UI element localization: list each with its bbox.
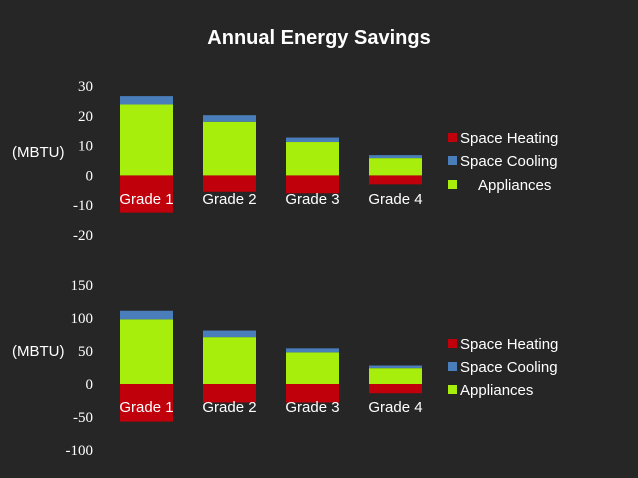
- chart1-bar-space-heating: [120, 175, 173, 213]
- chart1-y-axis-label: (MBTU): [12, 144, 65, 161]
- chart1-category-label: Grade 2: [202, 191, 256, 208]
- chart1-bar-space-heating: [286, 175, 339, 194]
- page-title: Annual Energy Savings: [207, 27, 431, 49]
- chart1-legend-swatch: [448, 156, 457, 165]
- chart1-bar-space-cooling: [203, 115, 256, 122]
- chart1-legend-swatch: [448, 180, 457, 189]
- chart2-category-label: Grade 1: [119, 399, 173, 416]
- chart2-bar-space-cooling: [369, 365, 422, 369]
- chart1-bar-appliances: [369, 158, 422, 176]
- chart2-category-label: Grade 4: [368, 399, 422, 416]
- chart1-ytick-label: -10: [73, 198, 93, 214]
- chart1-bar-appliances: [203, 121, 256, 176]
- chart1-bar-appliances: [286, 142, 339, 176]
- chart2-legend-label: Appliances: [460, 382, 533, 399]
- chart2-ytick-label: 50: [78, 344, 93, 360]
- chart2-legend-swatch: [448, 339, 457, 348]
- chart2-ytick-label: -50: [73, 410, 93, 426]
- chart1-bar-space-cooling: [286, 137, 339, 143]
- chart1-ytick-label: -20: [73, 228, 93, 244]
- chart2-bar-appliances: [203, 337, 256, 384]
- chart1-ytick-label: 10: [78, 139, 93, 155]
- chart1-bar-appliances: [120, 104, 173, 176]
- chart2-legend-label: Space Heating: [460, 336, 558, 353]
- chart2-bar-space-heating: [120, 384, 173, 422]
- chart2-legend-label: Space Cooling: [460, 359, 558, 376]
- chart2-category-label: Grade 3: [285, 399, 339, 416]
- chart2-bar-appliances: [286, 352, 339, 384]
- chart2-bar-appliances: [369, 368, 422, 384]
- chart2-bar-space-cooling: [203, 330, 256, 338]
- chart1-legend-swatch: [448, 133, 457, 142]
- chart2-category-label: Grade 2: [202, 399, 256, 416]
- chart1-bar-space-heating: [203, 175, 256, 192]
- chart2-legend-swatch: [448, 362, 457, 371]
- chart1-category-label: Grade 4: [368, 191, 422, 208]
- chart1-category-label: Grade 3: [285, 191, 339, 208]
- chart2-bar-appliances: [120, 319, 173, 384]
- chart1-category-label: Grade 1: [119, 191, 173, 208]
- chart1-bar-space-cooling: [369, 155, 422, 159]
- chart1-bar-space-heating: [369, 175, 422, 185]
- chart2-bar-space-cooling: [120, 310, 173, 320]
- chart1-legend-label: Space Heating: [460, 130, 558, 147]
- chart2-bar-space-heating: [203, 384, 256, 403]
- chart1-legend-label: Space Cooling: [460, 153, 558, 170]
- chart2-legend-swatch: [448, 385, 457, 394]
- chart2-ytick-label: 0: [86, 377, 94, 393]
- chart2-ytick-label: -100: [66, 443, 94, 459]
- chart2-bar-space-cooling: [286, 348, 339, 353]
- chart2-bar-space-heating: [369, 384, 422, 394]
- chart1-ytick-label: 0: [86, 168, 94, 184]
- chart1-legend-label: Appliances: [478, 177, 551, 194]
- chart1-ytick-label: 30: [78, 79, 93, 95]
- chart2-bar-space-heating: [286, 384, 339, 403]
- chart2-ytick-label: 100: [71, 311, 94, 327]
- chart1-bar-space-cooling: [120, 96, 173, 105]
- chart1-ytick-label: 20: [78, 109, 93, 125]
- chart2-y-axis-label: (MBTU): [12, 343, 65, 360]
- chart2-ytick-label: 150: [71, 278, 94, 294]
